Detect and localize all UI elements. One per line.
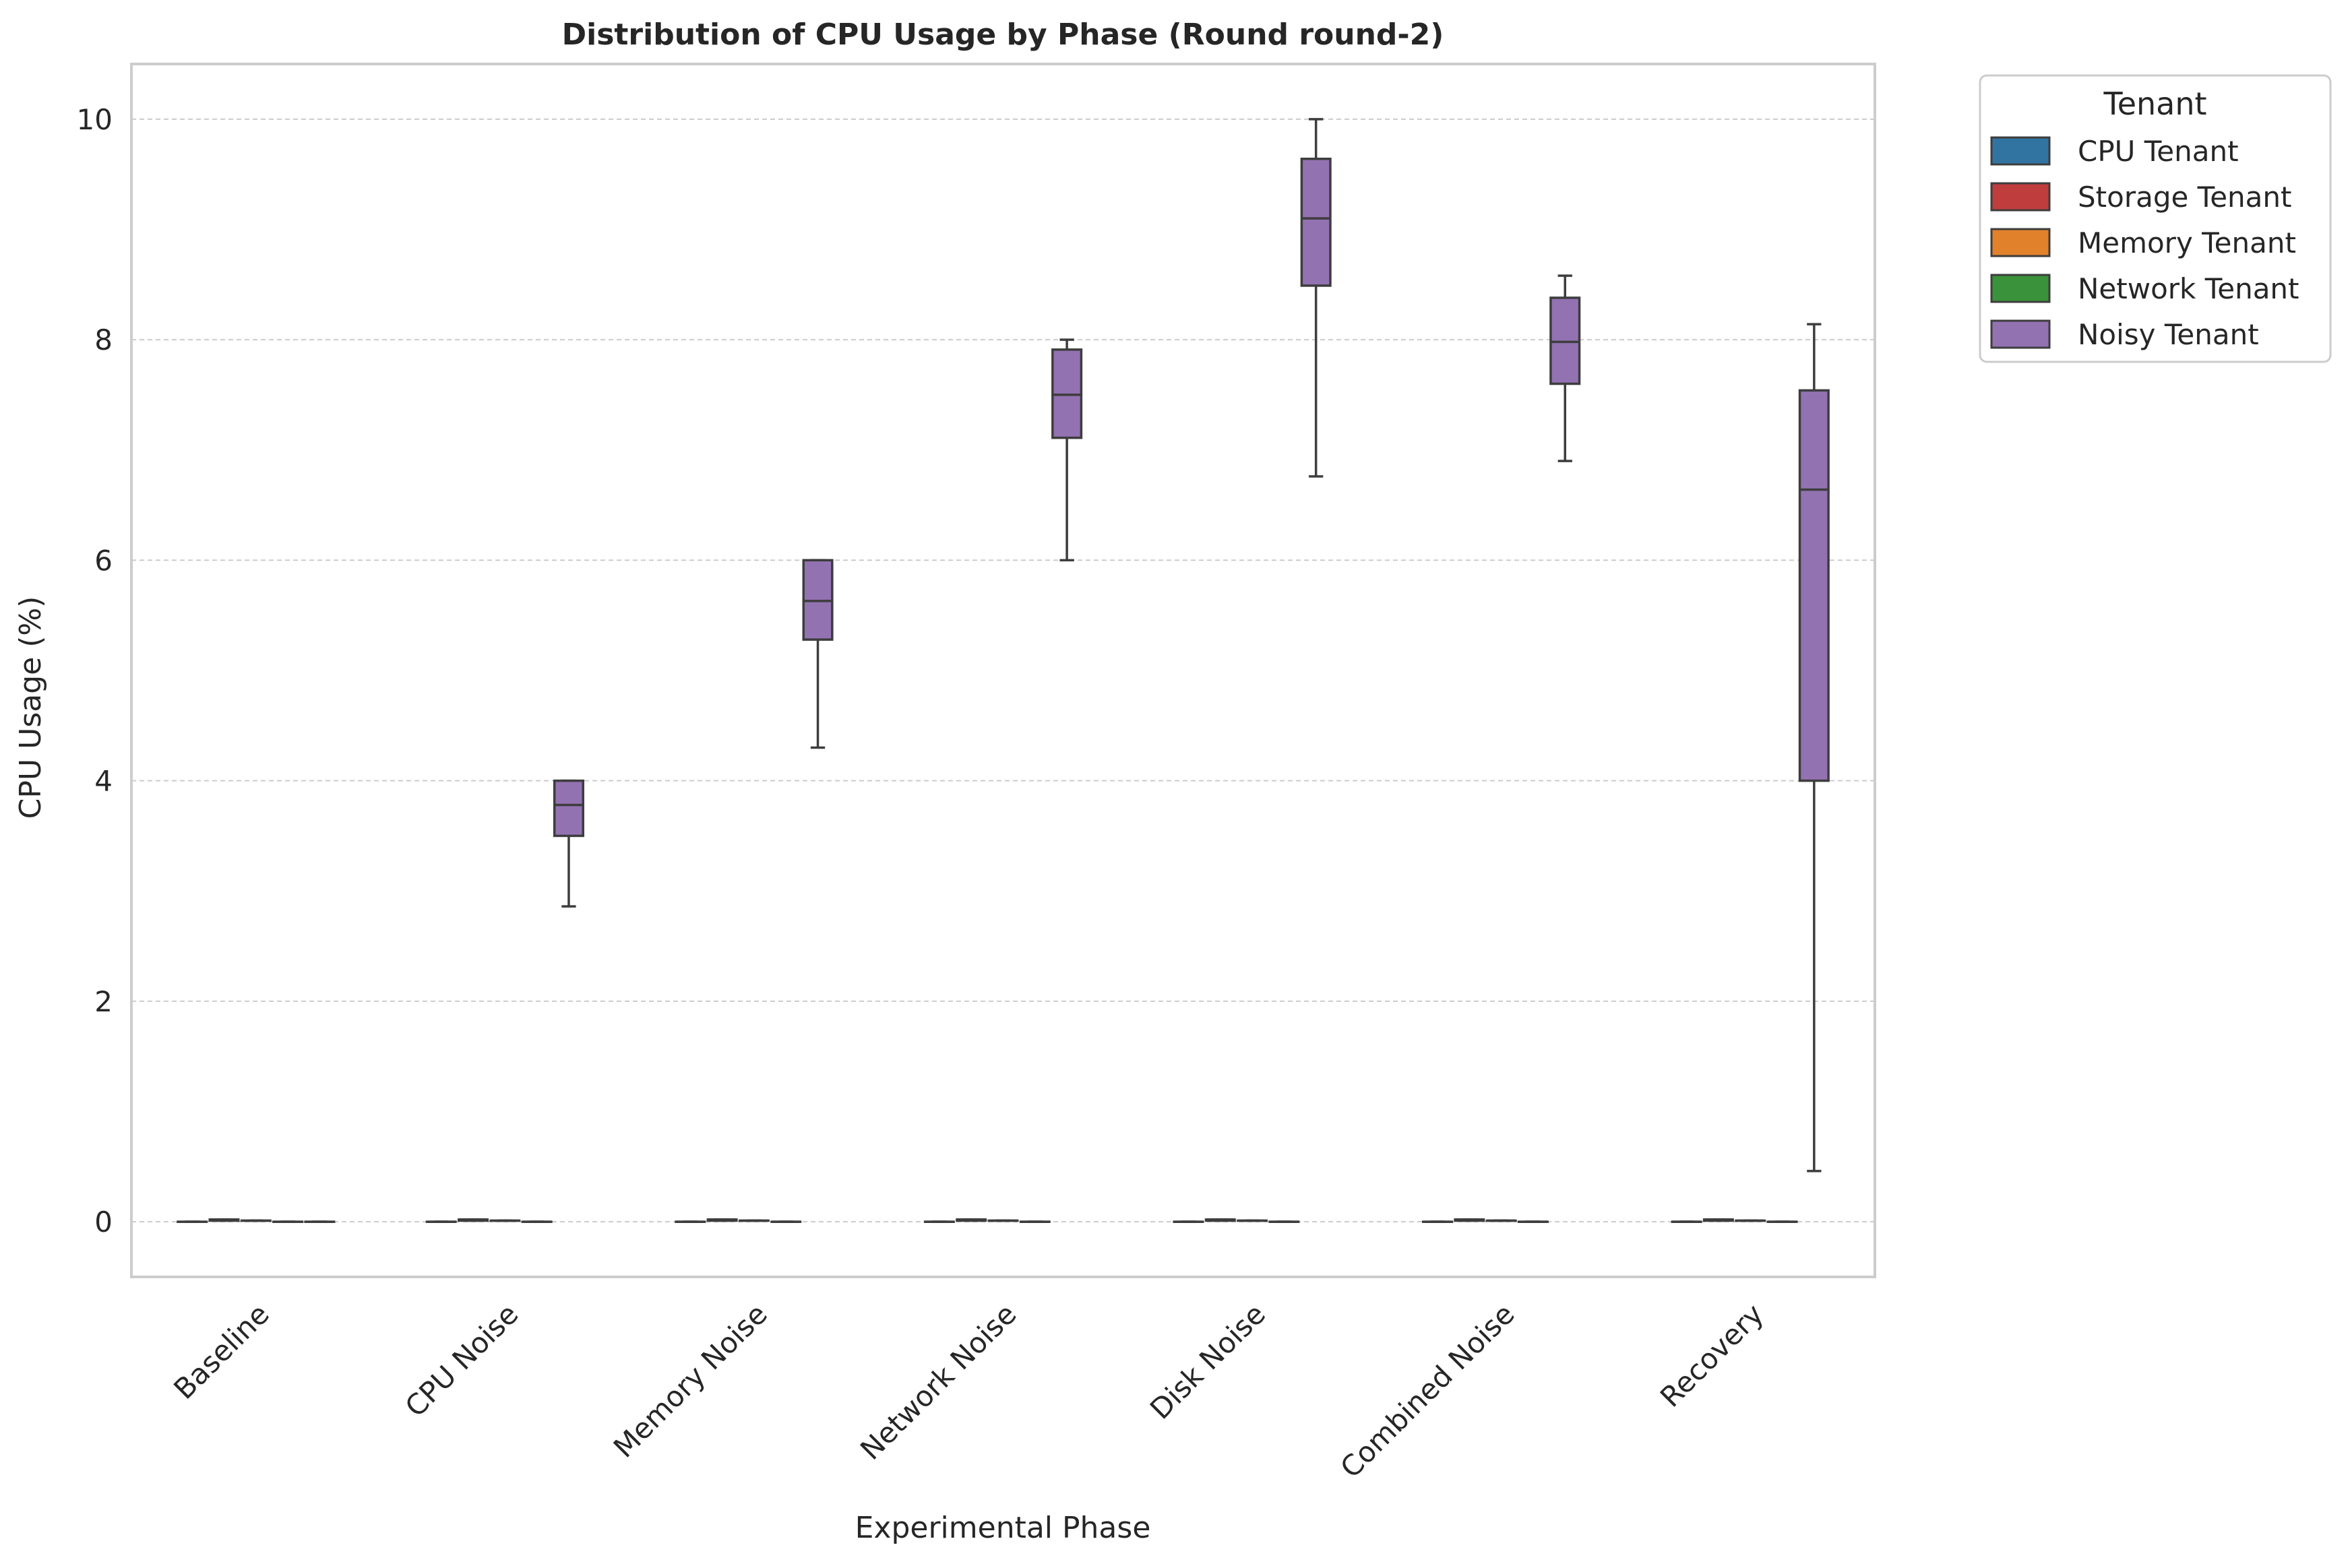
plot-frame: [130, 63, 1876, 1278]
x-tick-label: Combined Noise: [1334, 1297, 1520, 1484]
y-tick-label: 10: [77, 103, 113, 136]
legend-swatch: [1990, 136, 2051, 166]
box-noisy-tenant: [553, 779, 585, 908]
box-noisy-tenant: [1798, 323, 1830, 1172]
y-axis-ticks: 0 2 4 6 8 10: [77, 103, 113, 1238]
legend-label: Storage Tenant: [2078, 181, 2291, 214]
y-tick-label: 2: [94, 985, 113, 1018]
legend: Tenant CPU Tenant Storage Tenant Memory Te…: [1979, 74, 2332, 363]
box-storage-tenant: [1204, 1218, 1236, 1222]
legend-swatch: [1990, 228, 2051, 257]
y-tick-label: 6: [94, 544, 113, 577]
legend-swatch: [1990, 274, 2051, 303]
legend-item: Storage Tenant: [1990, 181, 2291, 214]
box-plots: [177, 118, 1830, 1223]
box-storage-tenant: [1702, 1218, 1734, 1222]
box-body: [1300, 157, 1332, 287]
box-storage-tenant: [208, 1218, 240, 1222]
y-tick-label: 8: [94, 323, 113, 356]
legend-item: Memory Tenant: [1990, 226, 2296, 259]
x-tick-label: Memory Noise: [607, 1297, 774, 1464]
box-storage-tenant: [706, 1218, 738, 1222]
legend-label: Network Tenant: [2078, 272, 2299, 305]
legend-label: Memory Tenant: [2078, 226, 2296, 259]
legend-swatch: [1990, 319, 2051, 349]
box-body: [1798, 389, 1830, 782]
x-tick-label: Recovery: [1654, 1297, 1770, 1413]
y-axis-label: CPU Usage (%): [13, 596, 48, 819]
x-axis-label: Experimental Phase: [855, 1511, 1151, 1545]
box-noisy-tenant: [1300, 118, 1332, 478]
legend-title: Tenant: [2103, 86, 2206, 122]
box-noisy-tenant: [1051, 338, 1083, 562]
y-tick-label: 0: [94, 1205, 113, 1238]
legend-item: Noisy Tenant: [1990, 318, 2259, 351]
box-storage-tenant: [458, 1218, 489, 1222]
y-tick-label: 4: [94, 765, 113, 798]
legend-item: Network Tenant: [1990, 272, 2299, 305]
grid-lines: [131, 118, 1875, 1223]
box-noisy-tenant: [1549, 274, 1581, 462]
box-noisy-tenant: [802, 559, 834, 749]
x-tick-label: Network Noise: [854, 1297, 1022, 1466]
legend-swatch: [1990, 182, 2051, 212]
x-axis-ticks: Baseline CPU Noise Memory Noise Network Noi…: [167, 1297, 1770, 1484]
box-body: [553, 779, 585, 838]
legend-label: Noisy Tenant: [2078, 318, 2259, 351]
chart-title: Distribution of CPU Usage by Phase (Roun…: [562, 18, 1444, 52]
box-storage-tenant: [1454, 1218, 1485, 1222]
legend-label: CPU Tenant: [2078, 135, 2239, 168]
x-tick-label: Baseline: [167, 1297, 276, 1406]
legend-frame: [1979, 74, 2332, 363]
x-tick-label: CPU Noise: [399, 1297, 525, 1423]
legend-item: CPU Tenant: [1990, 135, 2239, 168]
x-tick-label: Disk Noise: [1144, 1297, 1272, 1425]
box-storage-tenant: [956, 1218, 987, 1222]
